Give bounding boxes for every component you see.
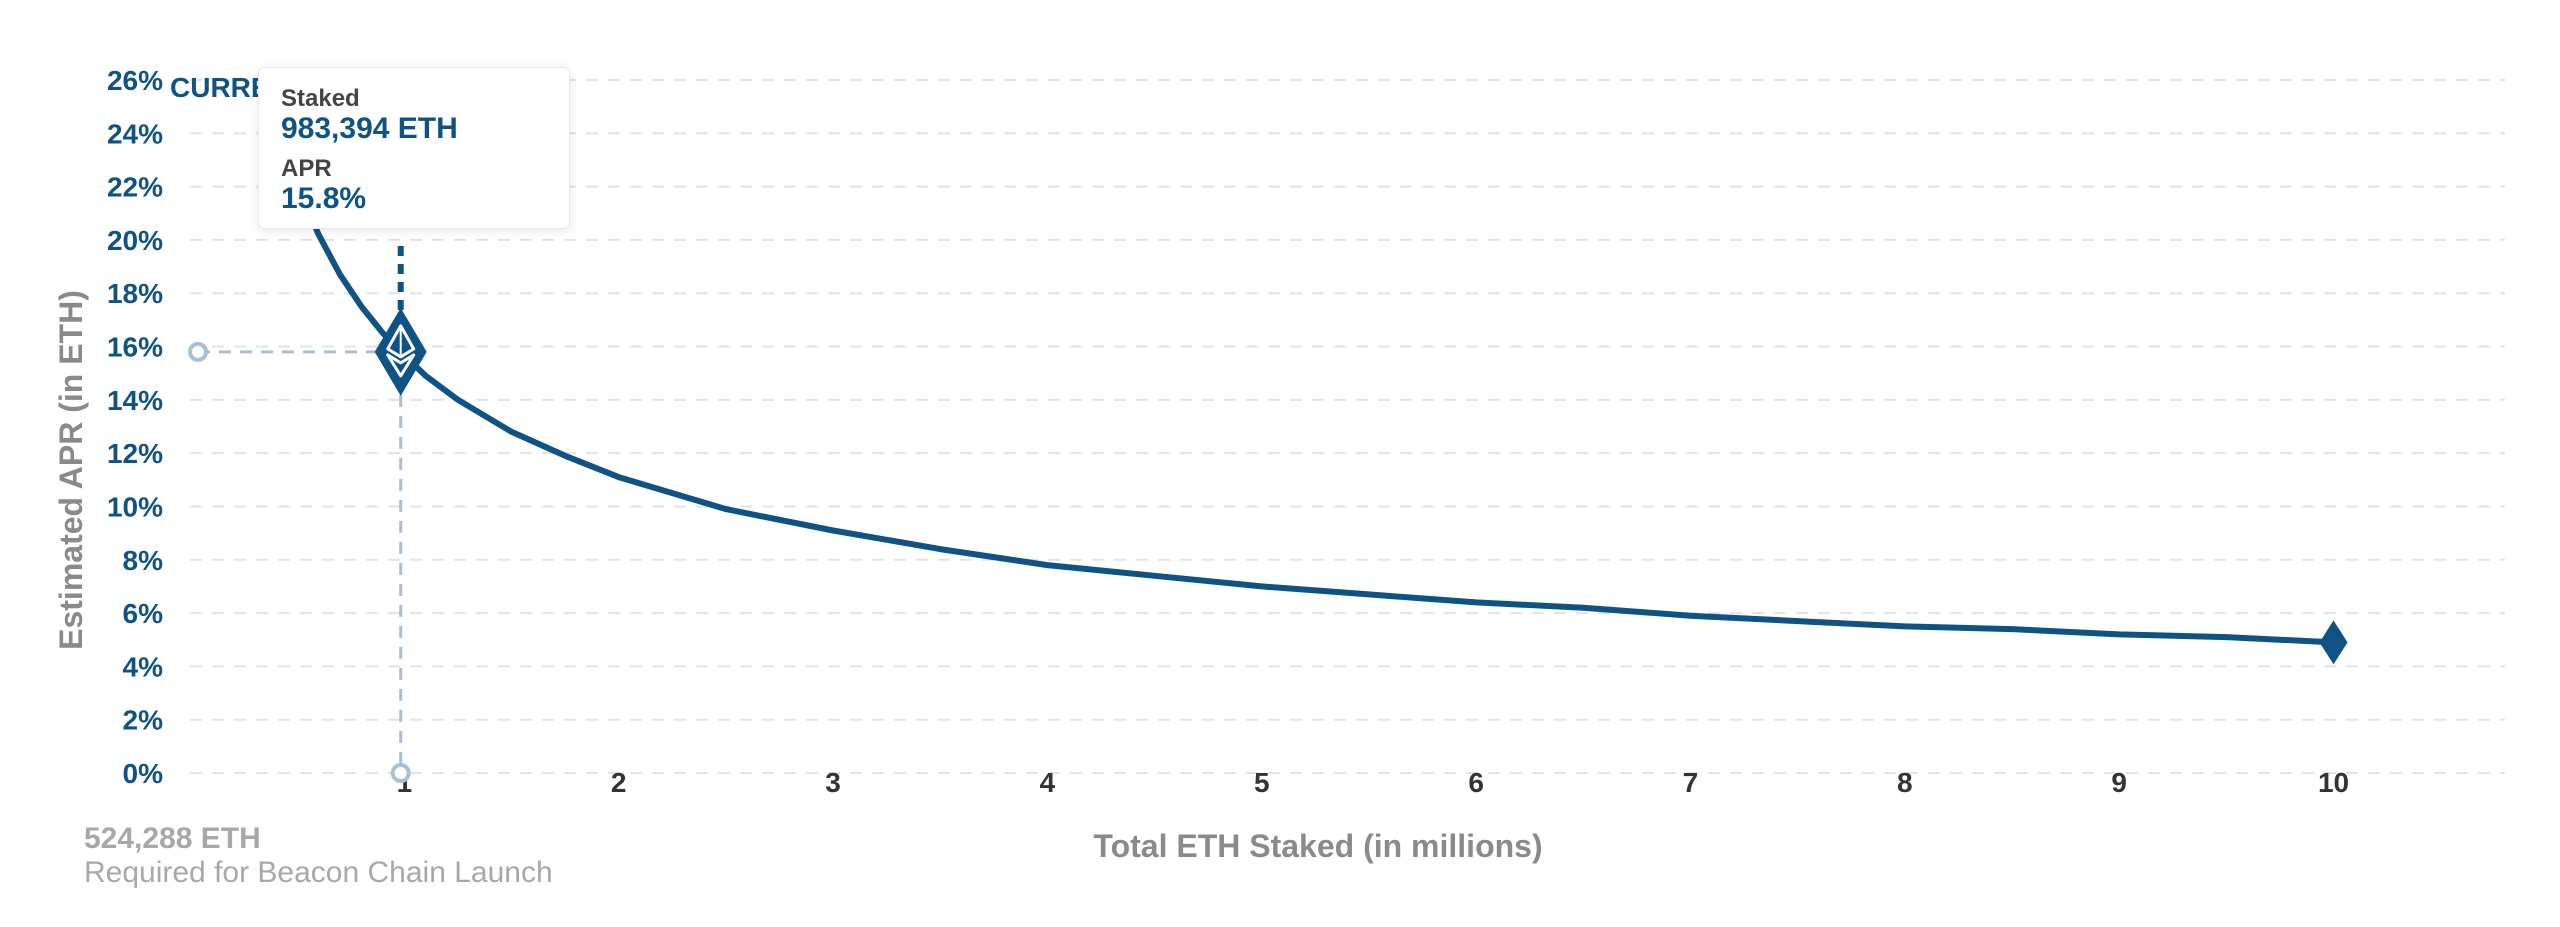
y-tick-label: 20% [107, 225, 163, 256]
y-tick-label: 4% [123, 651, 164, 682]
end-marker [2319, 620, 2348, 665]
y-tick-label: 12% [107, 438, 163, 469]
tooltip-apr-label: APR [281, 155, 332, 182]
y-tick-label: 24% [107, 118, 163, 149]
y-tick-label: 14% [107, 385, 163, 416]
beacon-chain-footnote: 524,288 ETH Required for Beacon Chain La… [84, 822, 553, 890]
y-tick-label: 10% [107, 491, 163, 522]
x-tick-label: 6 [1468, 767, 1484, 798]
y-tick-label: 6% [123, 598, 164, 629]
tooltip-staked-value: 983,394 ETH [281, 112, 458, 145]
x-axis-label: Total ETH Staked (in millions) [1093, 828, 1542, 864]
x-tick-label: 10 [2318, 767, 2349, 798]
x-tick-label: 9 [2111, 767, 2127, 798]
current-tooltip: Staked 983,394 ETH APR 15.8% [258, 67, 570, 229]
footnote-value: 524,288 ETH [84, 822, 261, 855]
y-tick-label: 2% [123, 705, 164, 736]
x-axis-ticks: 1 2 3 4 5 6 7 8 9 10 [397, 767, 2350, 798]
y-axis-ticks: 0% 2% 4% 6% 8% 10% 12% 14% 16% 18% 20% 22% 24% 26% [107, 65, 163, 789]
y-tick-label: 22% [107, 172, 163, 203]
footnote-text: Required for Beacon Chain Launch [84, 856, 553, 889]
x-tick-label: 5 [1254, 767, 1270, 798]
eth-icon-lower [386, 353, 416, 378]
x-tick-label: 2 [611, 767, 627, 798]
markers [374, 307, 2348, 665]
y-tick-label: 0% [123, 758, 164, 789]
y-tick-label: 16% [107, 332, 163, 363]
apr-series [298, 191, 2337, 646]
y-tick-label: 18% [107, 278, 163, 309]
apr-curve [298, 191, 2337, 646]
x-tick-label: 7 [1683, 767, 1699, 798]
apr-axis-marker [188, 341, 208, 362]
tooltip-apr-value: 15.8% [281, 182, 367, 215]
x-tick-label: 4 [1040, 767, 1056, 798]
y-tick-label: 26% [107, 65, 163, 96]
y-axis-label: Estimated APR (in ETH) [53, 290, 89, 650]
current-guides [188, 246, 411, 783]
tooltip-staked-label: Staked [281, 85, 360, 112]
staked-axis-marker [390, 763, 411, 783]
x-tick-label: 3 [825, 767, 841, 798]
y-tick-label: 8% [123, 545, 164, 576]
grid-lines [190, 79, 2505, 774]
x-tick-label: 8 [1897, 767, 1913, 798]
